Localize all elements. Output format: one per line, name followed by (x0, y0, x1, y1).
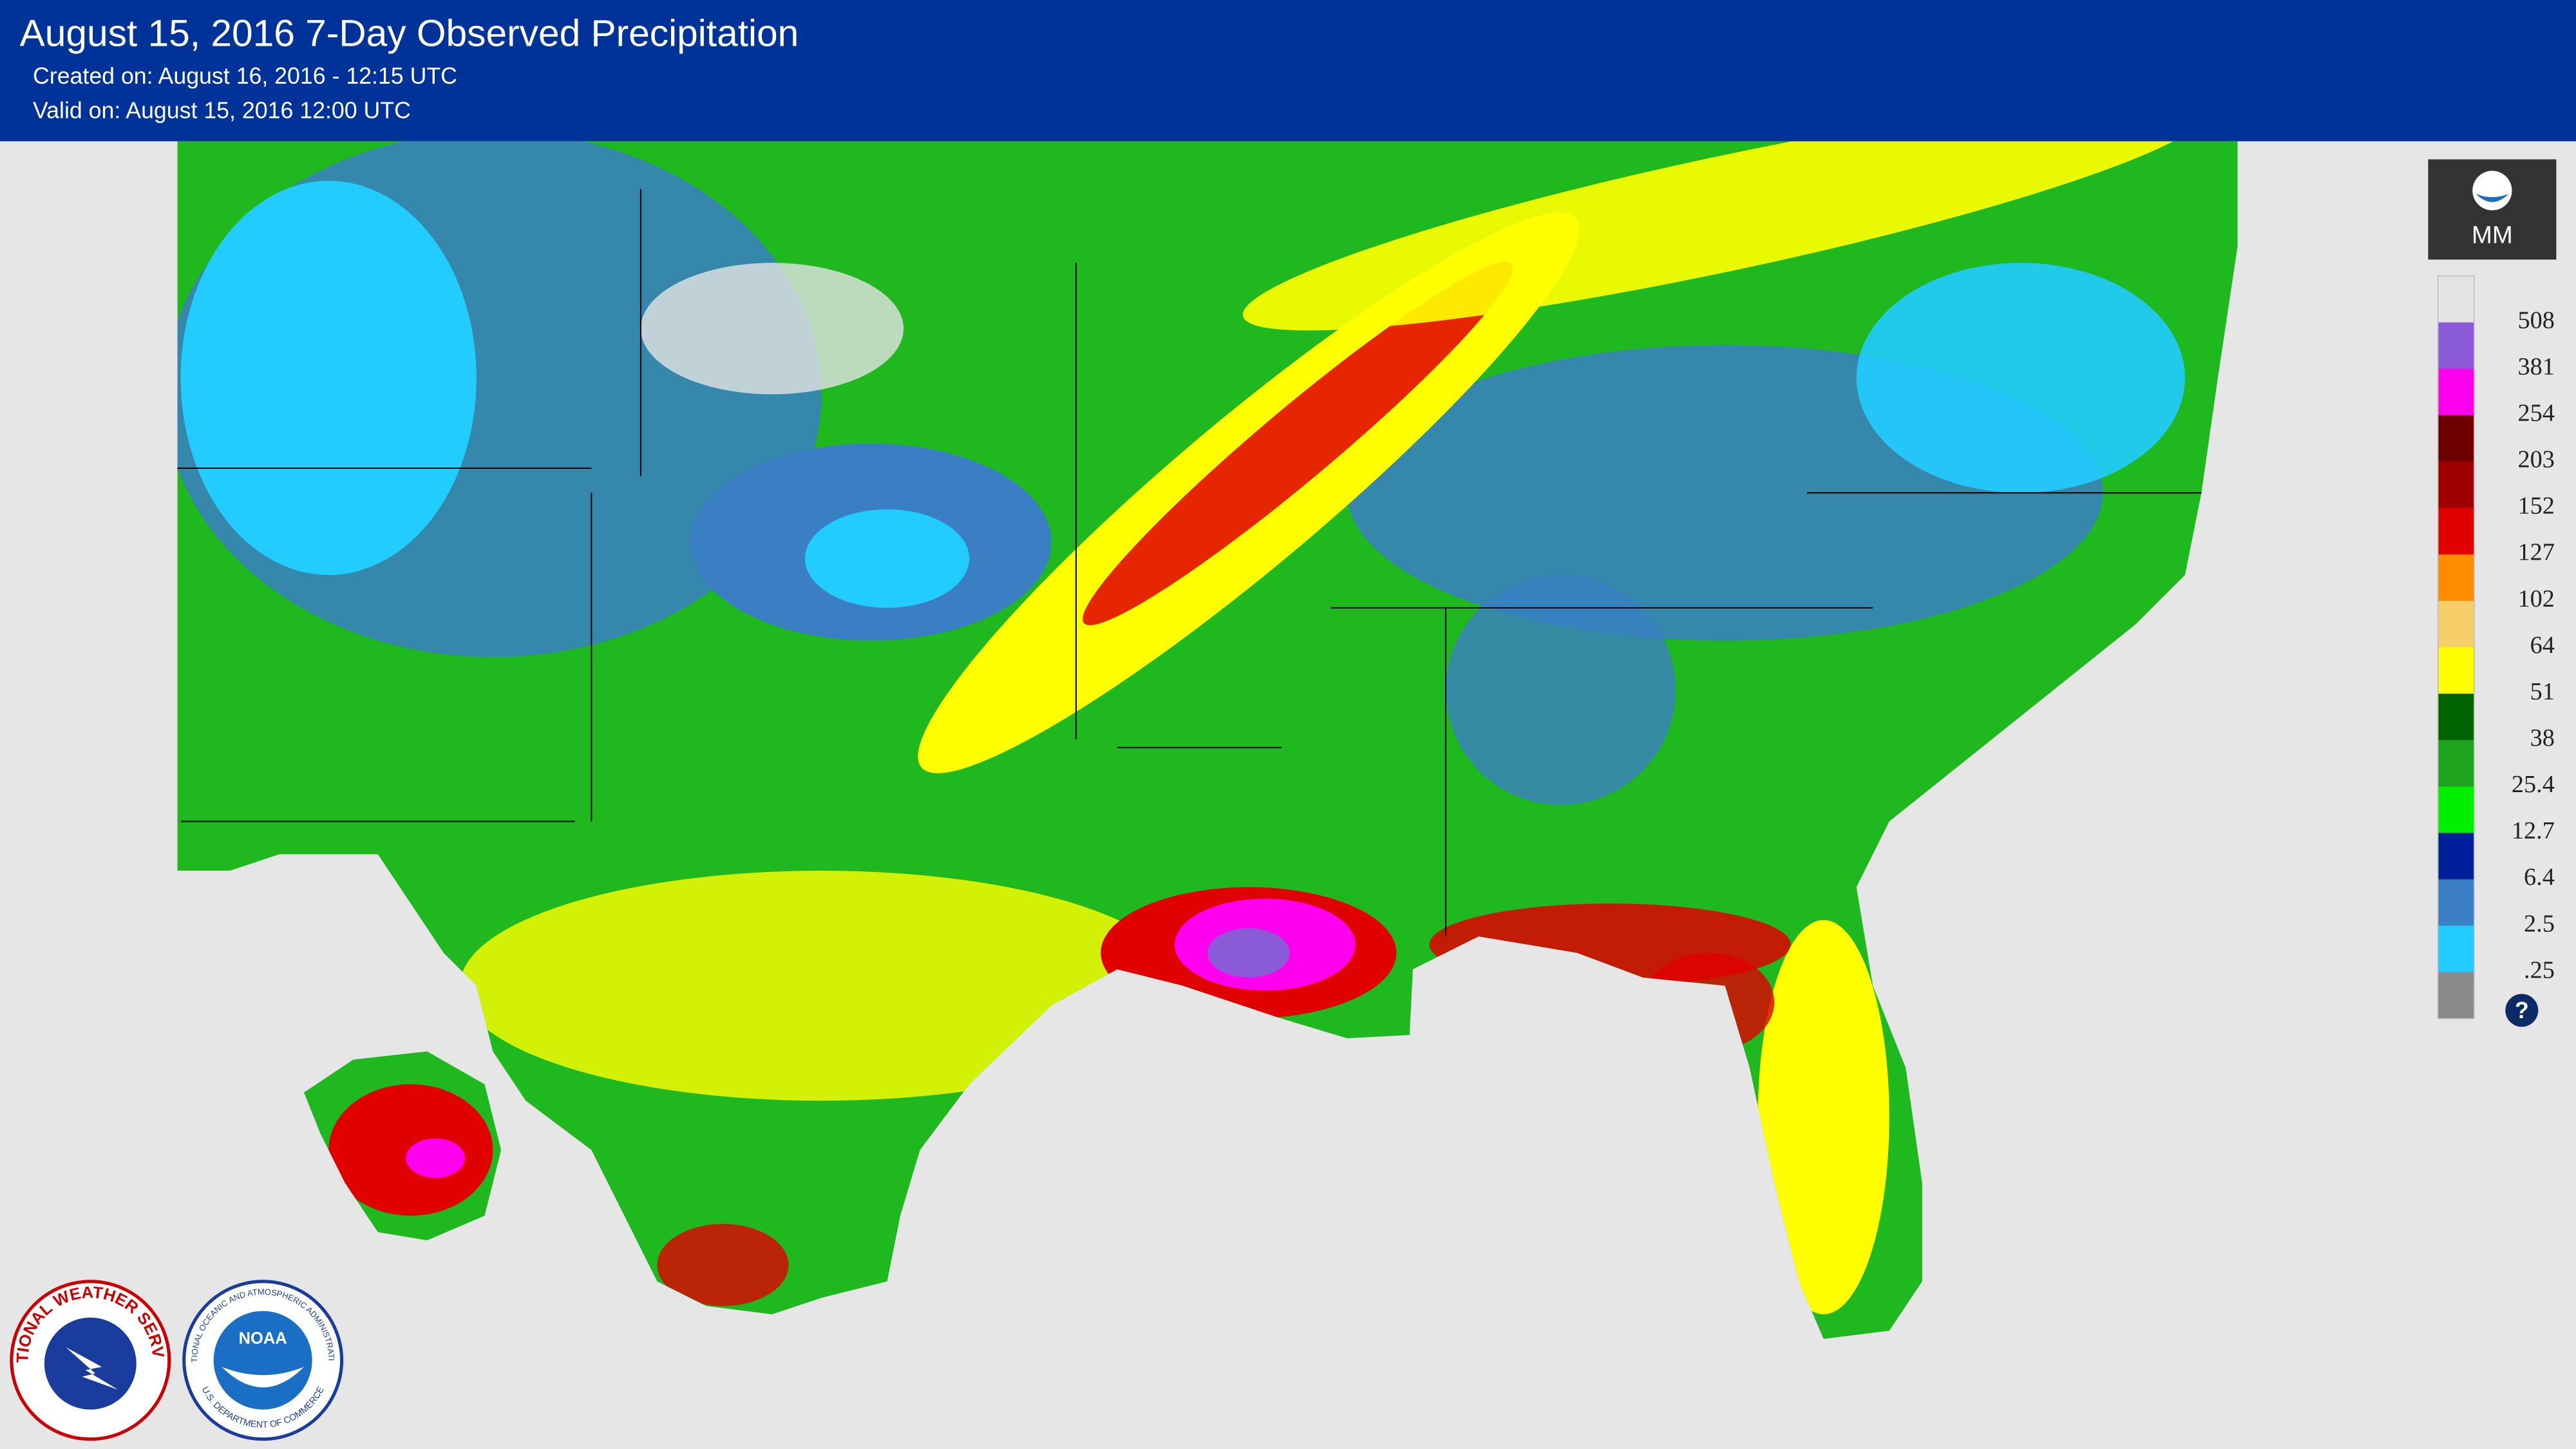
legend-swatch (2438, 786, 2474, 834)
nws-ring-path: NATIONAL WEATHER SERVICE (0, 0, 167, 1363)
valid-time: Valid on: August 15, 2016 12:00 UTC (33, 98, 411, 124)
legend-label: 38 (2530, 724, 2555, 752)
legend-swatch (2438, 740, 2474, 788)
help-button[interactable] (2505, 994, 2539, 1027)
help-label[interactable]: ? (2515, 998, 2529, 1023)
legend: 508 381 254 203 152 127 102 64 51 38 25.4 12.7 6.4 2.… (2437, 275, 2555, 1019)
legend-swatch (2438, 694, 2474, 741)
legend-unit: MM (2472, 222, 2513, 249)
noaa-bird (222, 1367, 304, 1388)
legend-swatch (2438, 415, 2474, 462)
legend-swatch (2438, 647, 2474, 694)
noaa-mini-logo (2472, 171, 2512, 211)
nws-bolt (66, 1347, 118, 1390)
legend-label: 64 (2530, 632, 2555, 659)
nws-ring-text: NATIONAL WEATHER SERVICE (0, 0, 167, 1363)
legend-label: 508 (2517, 307, 2554, 334)
legend-swatch (2438, 276, 2474, 323)
legend-label: 152 (2517, 493, 2554, 520)
legend-label: 25.4 (2512, 771, 2555, 798)
legend-swatch (2438, 554, 2474, 601)
map-title: August 15, 2016 7-Day Observed Precipita… (20, 12, 799, 54)
noaa-mini-bird (2476, 194, 2509, 202)
noaa-text: NOAA (239, 1330, 287, 1348)
legend-swatch (2438, 833, 2474, 880)
legend-label: 102 (2517, 585, 2554, 612)
legend-swatch (2438, 601, 2474, 648)
legend-label: .25 (2524, 956, 2555, 983)
legend-swatch (2438, 368, 2474, 416)
legend-swatch (2438, 972, 2474, 1019)
created-time: Created on: August 16, 2016 - 12:15 UTC (33, 63, 457, 89)
noaa-logo-center (213, 1311, 312, 1410)
legend-label: 2.5 (2524, 910, 2555, 937)
legend-label: 381 (2517, 353, 2554, 380)
legend-label: 127 (2517, 539, 2554, 566)
legend-swatch (2438, 879, 2474, 927)
legend-label: 12.7 (2512, 817, 2555, 844)
legend-label: 6.4 (2524, 864, 2555, 891)
legend-swatch (2438, 461, 2474, 509)
header-bar (0, 0, 2576, 142)
legend-bar-edge (2437, 275, 2475, 1019)
legend-swatch (2438, 925, 2474, 973)
legend-label: 51 (2530, 678, 2555, 705)
legend-label: 254 (2517, 400, 2554, 427)
legend-label: 203 (2517, 446, 2554, 473)
legend-swatch (2438, 322, 2474, 370)
legend-swatch (2438, 507, 2474, 555)
precip-map (177, 141, 2238, 1340)
